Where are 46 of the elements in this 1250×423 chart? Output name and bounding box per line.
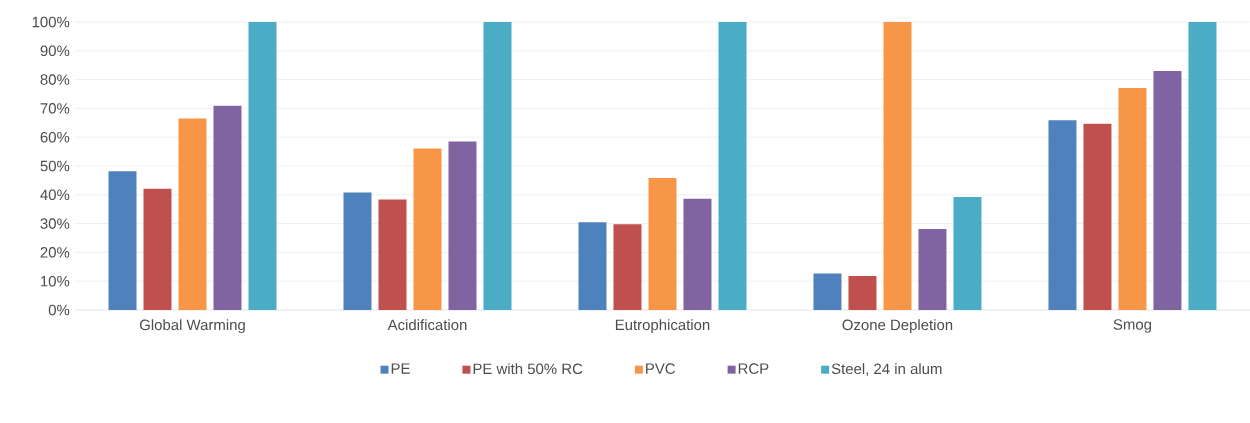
y-tick-label: 80%: [40, 74, 70, 85]
bar: [918, 229, 947, 310]
legend-label: PE with 50% RC: [473, 363, 583, 375]
x-tick-label: Global Warming: [139, 319, 245, 334]
bar: [1048, 120, 1077, 310]
bar: [848, 276, 877, 310]
bar: [213, 105, 242, 310]
y-tick-label: 90%: [40, 45, 70, 57]
legend-label: RCP: [738, 363, 769, 374]
y-tick-label: 50%: [40, 160, 70, 172]
bar: [883, 22, 912, 310]
bar: [413, 148, 442, 310]
x-tick-label: Acidification: [387, 319, 467, 331]
y-tick-label: 20%: [40, 247, 70, 258]
y-tick-label: 0%: [48, 304, 70, 316]
bar: [378, 199, 407, 310]
legend-label: PE: [391, 363, 410, 374]
x-tick-label: Smog: [1113, 319, 1152, 333]
bar: [1083, 123, 1112, 310]
x-tick-label: Eutrophication: [615, 319, 710, 334]
bar: [648, 178, 677, 310]
x-tick-label: Ozone Depletion: [842, 319, 953, 334]
bar: [483, 22, 512, 310]
bar: [143, 188, 172, 310]
bar: [343, 192, 372, 310]
y-tick-label: 30%: [40, 218, 70, 229]
bar: [1153, 70, 1182, 310]
bar: [248, 22, 277, 310]
bar: [1188, 22, 1217, 310]
bar: [578, 222, 607, 310]
bar: [1118, 87, 1147, 310]
bar: [718, 22, 747, 310]
bar: [683, 198, 712, 310]
y-tick-label: 60%: [40, 131, 70, 143]
bar: [178, 118, 207, 310]
bar: [108, 171, 137, 310]
y-tick-label: 10%: [41, 275, 70, 287]
bar: [613, 224, 642, 310]
y-tick-label: 40%: [40, 189, 70, 201]
y-tick-label: 100%: [32, 16, 70, 28]
bar: [813, 273, 842, 310]
bar: [953, 197, 982, 310]
legend-label: PVC: [646, 363, 676, 374]
y-tick-label: 70%: [40, 103, 70, 114]
legend-label: Steel, 24 in alum: [831, 363, 942, 376]
bar: [448, 141, 477, 310]
